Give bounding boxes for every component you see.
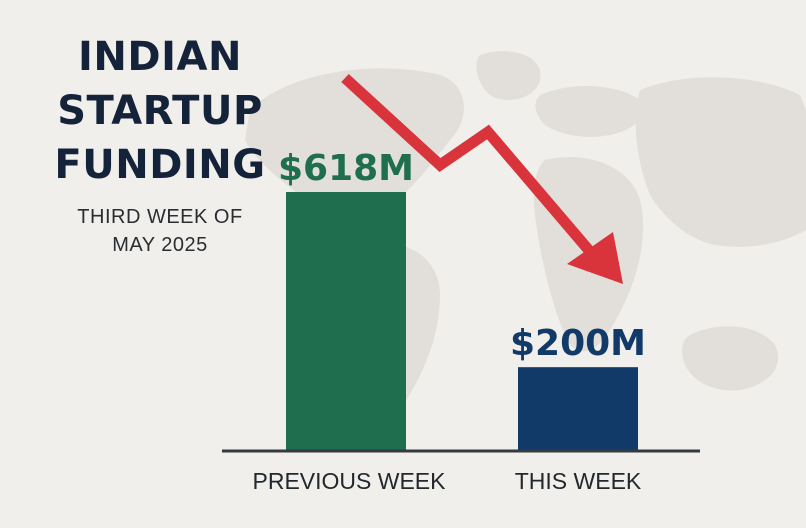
category-tick-label: THIS WEEK (515, 468, 642, 494)
map-greenland (476, 51, 541, 100)
map-asia (635, 77, 806, 247)
title-line: FUNDING (54, 142, 266, 188)
trend-down-arrow-icon (341, 73, 623, 284)
bar-this-week (518, 367, 638, 451)
map-australia (682, 326, 779, 391)
map-europe (535, 85, 644, 137)
bar-previous-week (286, 192, 406, 451)
category-tick-label: PREVIOUS WEEK (253, 468, 447, 494)
bar-value-label: $618M (278, 148, 414, 189)
chart-subtitle: THIRD WEEK OF MAY 2025 (40, 203, 280, 259)
funding-bar-chart: $618M $200M PREVIOUS WEEK THIS WEEK (222, 148, 700, 494)
title-line: INDIAN (78, 34, 242, 80)
chart-title: INDIAN STARTUP FUNDING (40, 30, 280, 192)
map-north-america (245, 68, 464, 220)
bar-value-label: $200M (510, 323, 646, 364)
title-line: STARTUP (57, 88, 263, 134)
subtitle-line: THIRD WEEK OF (77, 206, 243, 228)
subtitle-line: MAY 2025 (112, 234, 208, 256)
